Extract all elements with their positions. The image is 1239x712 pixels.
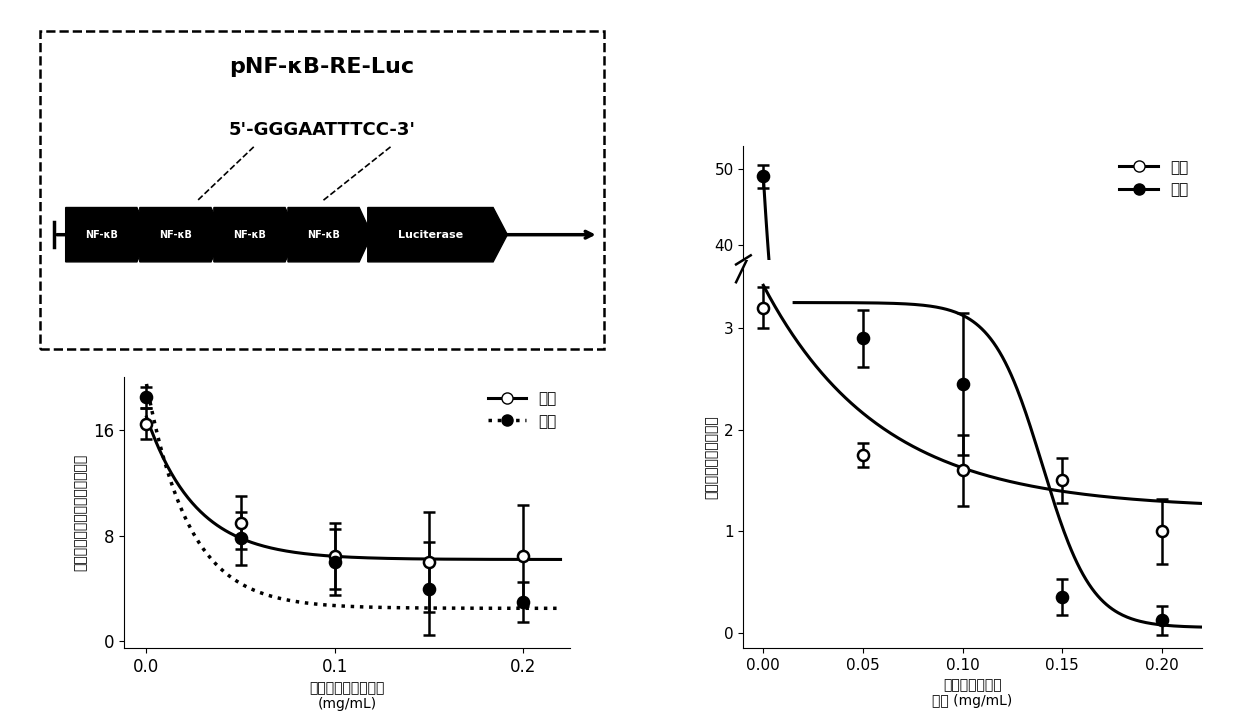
Legend: 水提, 醇提: 水提, 醇提 <box>1114 154 1194 204</box>
Y-axis label: 荧光素酶活性（相对于对照组）: 荧光素酶活性（相对于对照组） <box>73 454 88 571</box>
Polygon shape <box>66 207 150 262</box>
Polygon shape <box>368 207 508 262</box>
X-axis label: 黄芩地上部分提
取物 (mg/mL): 黄芩地上部分提 取物 (mg/mL) <box>933 679 1012 708</box>
Text: Luciterase: Luciterase <box>398 230 463 240</box>
Text: pNF-κB-RE-Luc: pNF-κB-RE-Luc <box>229 58 415 78</box>
Text: NF-κB: NF-κB <box>159 230 192 240</box>
Polygon shape <box>140 207 223 262</box>
X-axis label: 黄芩地上部分提取物
(mg/mL): 黄芩地上部分提取物 (mg/mL) <box>310 681 384 711</box>
Y-axis label: 表达量（相对于对照）: 表达量（相对于对照） <box>705 416 719 499</box>
Text: 5'-GGGAATTTCC-3': 5'-GGGAATTTCC-3' <box>229 121 415 139</box>
Polygon shape <box>287 207 372 262</box>
Legend: 水提, 醇提: 水提, 醇提 <box>482 385 563 435</box>
Polygon shape <box>214 207 297 262</box>
Text: NF-κB: NF-κB <box>84 230 118 240</box>
Text: NF-κB: NF-κB <box>233 230 266 240</box>
Text: NF-κB: NF-κB <box>307 230 339 240</box>
